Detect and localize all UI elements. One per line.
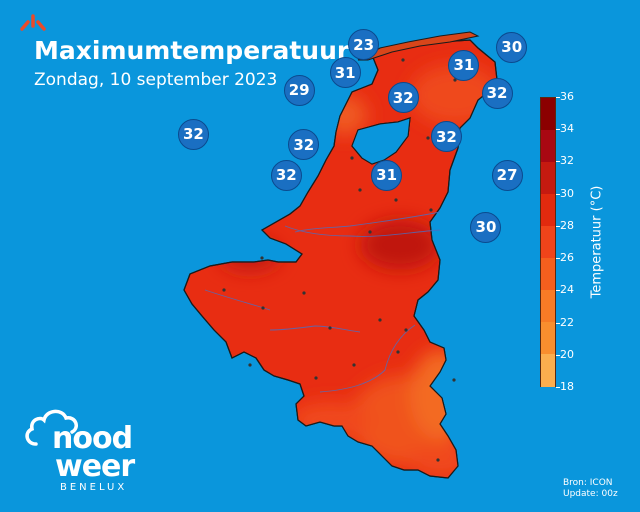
city-marker bbox=[328, 326, 332, 330]
city-marker bbox=[314, 376, 318, 380]
colorbar-tick-label: 30 bbox=[560, 186, 574, 200]
station-badge: 32 bbox=[288, 129, 320, 161]
colorbar-tick-label: 18 bbox=[560, 380, 574, 393]
data-source: Bron: ICON Update: 00z bbox=[563, 478, 618, 500]
city-marker bbox=[222, 288, 226, 292]
city-marker bbox=[260, 256, 264, 260]
station-badge: 32 bbox=[270, 159, 302, 191]
station-badge: 31 bbox=[329, 57, 361, 89]
station-badge: 32 bbox=[430, 121, 462, 153]
map-date: Zondag, 10 september 2023 bbox=[34, 70, 278, 90]
colorbar-tick-label: 36 bbox=[560, 90, 574, 103]
temperature-colorbar bbox=[540, 97, 556, 387]
city-marker bbox=[394, 198, 398, 202]
colorbar-tick-mark bbox=[556, 290, 560, 292]
city-marker bbox=[378, 318, 382, 322]
station-badge: 30 bbox=[470, 211, 502, 243]
colorbar-tick-mark bbox=[556, 97, 560, 98]
logo-word-weer: weer bbox=[55, 449, 135, 484]
colorbar-segment bbox=[541, 258, 555, 291]
logo-word-nood: nood bbox=[52, 421, 133, 456]
lake bbox=[351, 117, 411, 165]
colorbar-tick-mark bbox=[556, 258, 560, 260]
colorbar-segment bbox=[541, 290, 555, 323]
city-marker bbox=[396, 350, 400, 354]
cloud-icon bbox=[25, 409, 78, 446]
station-badge: 27 bbox=[491, 159, 523, 191]
city-marker bbox=[436, 458, 440, 462]
colorbar-segment bbox=[541, 354, 555, 387]
station-badge: 32 bbox=[481, 77, 513, 109]
colorbar-tick-label: 24 bbox=[560, 283, 574, 297]
colorbar-tick-mark bbox=[556, 161, 560, 163]
city-marker bbox=[358, 188, 362, 192]
colorbar-tick-mark bbox=[556, 387, 560, 388]
colorbar-tick-mark bbox=[556, 322, 560, 324]
city-marker bbox=[368, 230, 372, 234]
rivers bbox=[204, 211, 441, 393]
colorbar-tick-mark bbox=[556, 129, 560, 131]
city-marker bbox=[401, 58, 405, 62]
colorbar-segment bbox=[541, 322, 555, 355]
station-badge: 30 bbox=[496, 31, 528, 63]
colorbar-tick-label: 28 bbox=[560, 218, 574, 232]
colorbar-segment bbox=[541, 130, 555, 163]
city-marker bbox=[426, 136, 430, 140]
city-marker bbox=[261, 306, 265, 310]
city-marker bbox=[404, 328, 408, 332]
city-marker bbox=[350, 156, 354, 160]
colorbar-segment bbox=[541, 194, 555, 227]
colorbar-tick-label: 20 bbox=[560, 347, 574, 361]
city-marker bbox=[248, 363, 252, 367]
city-marker bbox=[429, 208, 433, 212]
source-line: Bron: ICON bbox=[563, 478, 613, 488]
station-badge: 29 bbox=[283, 74, 315, 106]
colorbar-segment bbox=[541, 226, 555, 259]
station-badge: 32 bbox=[387, 82, 419, 114]
colorbar-tick-mark bbox=[556, 354, 560, 356]
colorbar-tick-label: 22 bbox=[560, 315, 574, 329]
noodweer-logo: nood weer BENELUX bbox=[22, 402, 142, 497]
station-badge: 31 bbox=[448, 49, 480, 81]
colorbar-segment bbox=[541, 98, 555, 131]
station-badge: 32 bbox=[177, 118, 209, 150]
colorbar-tick-mark bbox=[556, 193, 560, 195]
colorbar-tick-mark bbox=[556, 225, 560, 227]
sun-rays-icon bbox=[20, 14, 46, 31]
colorbar-tick-label: 32 bbox=[560, 154, 574, 168]
city-marker bbox=[352, 363, 356, 367]
colorbar-title: Temperatuur (°C) bbox=[589, 185, 605, 299]
logo-subtitle: BENELUX bbox=[60, 482, 128, 493]
colorbar-segment bbox=[541, 162, 555, 195]
colorbar-tick-label: 26 bbox=[560, 251, 574, 265]
colorbar-tick-label: 34 bbox=[560, 122, 574, 136]
update-line: Update: 00z bbox=[563, 489, 618, 499]
islands bbox=[357, 31, 480, 61]
station-badge: 23 bbox=[348, 29, 380, 61]
city-marker bbox=[302, 291, 306, 295]
map-title: Maximumtemperatuur bbox=[34, 36, 350, 65]
station-badge: 31 bbox=[371, 159, 403, 191]
city-marker bbox=[452, 378, 456, 382]
